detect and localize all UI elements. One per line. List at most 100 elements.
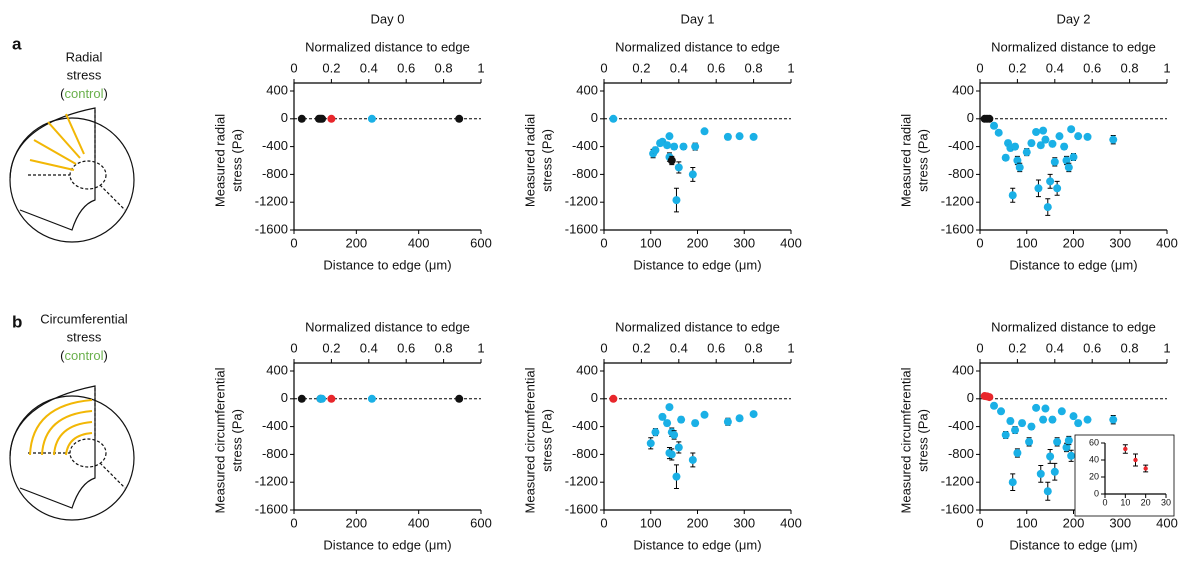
y-tick-label: 400 xyxy=(576,362,598,377)
x2-tick-label: 0.8 xyxy=(745,60,763,75)
point xyxy=(672,472,681,481)
x-tick-label: 200 xyxy=(345,235,367,250)
point xyxy=(1074,132,1083,141)
y-axis-label: stress (Pa) xyxy=(229,129,244,192)
y-tick-label: -1200 xyxy=(565,474,598,489)
x-tick-label: 200 xyxy=(1063,235,1085,250)
point xyxy=(985,393,994,402)
point xyxy=(679,142,688,151)
y-tick-label: 400 xyxy=(952,82,974,97)
x2-tick-label: 0.6 xyxy=(397,60,415,75)
point xyxy=(1001,430,1010,439)
x2-axis-label: Normalized distance to edge xyxy=(991,39,1156,54)
point xyxy=(1041,404,1050,413)
point xyxy=(674,443,683,452)
point xyxy=(667,156,676,165)
point xyxy=(670,430,679,439)
point xyxy=(1025,437,1034,446)
schematic-title: stress xyxy=(67,67,102,82)
y-tick-label: 0 xyxy=(967,110,974,125)
point xyxy=(367,394,376,403)
schematic-title: Radial xyxy=(66,49,103,64)
y-axis-label: Measured radial xyxy=(212,114,227,207)
point xyxy=(1032,403,1041,412)
point xyxy=(297,394,306,403)
x-tick-label: 400 xyxy=(408,515,430,530)
point xyxy=(691,419,700,428)
point xyxy=(663,419,672,428)
x-axis-label: Distance to edge (μm) xyxy=(1009,537,1137,552)
point xyxy=(1053,184,1062,193)
point xyxy=(665,403,674,412)
point xyxy=(1060,142,1069,151)
point xyxy=(1046,177,1055,186)
point xyxy=(1067,451,1076,460)
axes xyxy=(293,82,481,231)
point xyxy=(1032,128,1041,137)
axes xyxy=(603,362,791,511)
point xyxy=(1036,141,1045,150)
y-axis-label: Measured circumferential xyxy=(212,367,227,513)
y-axis-label: stress (Pa) xyxy=(539,409,554,472)
point xyxy=(1057,407,1066,416)
x-tick-label: 0 xyxy=(976,235,983,250)
y-tick-label: -1600 xyxy=(565,501,598,516)
point xyxy=(723,132,732,141)
y-axis-label: Measured radial xyxy=(522,114,537,207)
y-tick-label: -800 xyxy=(948,446,974,461)
y-tick-label: -400 xyxy=(262,418,288,433)
panel-label: a xyxy=(12,34,22,53)
x-tick-label: 0 xyxy=(290,515,297,530)
x2-axis-label: Normalized distance to edge xyxy=(615,319,780,334)
point xyxy=(997,407,1006,416)
point xyxy=(735,414,744,423)
point xyxy=(1109,135,1118,144)
x-tick-label: 0 xyxy=(976,515,983,530)
point xyxy=(1022,148,1031,157)
y-tick-label: 0 xyxy=(591,390,598,405)
point xyxy=(318,394,327,403)
point xyxy=(1041,135,1050,144)
y-axis-label: stress (Pa) xyxy=(229,409,244,472)
x2-tick-label: 0.4 xyxy=(1046,60,1064,75)
x2-tick-label: 0.2 xyxy=(632,60,650,75)
point xyxy=(1046,452,1055,461)
y-tick-label: -1600 xyxy=(941,501,974,516)
point xyxy=(367,114,376,123)
point xyxy=(1143,466,1148,471)
x-tick-label: 0 xyxy=(1102,497,1107,507)
point xyxy=(1043,487,1052,496)
y-tick-label: -1200 xyxy=(255,474,288,489)
x2-tick-label: 0.6 xyxy=(1083,340,1101,355)
x2-tick-label: 0.4 xyxy=(360,60,378,75)
x-axis-label: Distance to edge (μm) xyxy=(323,537,451,552)
point xyxy=(1043,203,1052,212)
point xyxy=(990,401,999,410)
point xyxy=(688,170,697,179)
y-tick-label: -800 xyxy=(262,446,288,461)
x2-tick-label: 0.8 xyxy=(435,340,453,355)
y-tick-label: -1200 xyxy=(941,194,974,209)
point xyxy=(1062,443,1071,452)
x-tick-label: 100 xyxy=(640,235,662,250)
point xyxy=(672,196,681,205)
y-axis-label: Measured radial xyxy=(898,114,913,207)
point xyxy=(609,394,618,403)
x2-tick-label: 0.2 xyxy=(322,340,340,355)
schematic-circumferential xyxy=(9,385,135,521)
x2-axis-label: Normalized distance to edge xyxy=(615,39,780,54)
point xyxy=(1067,125,1076,134)
x2-axis-label: Normalized distance to edge xyxy=(991,319,1156,334)
x2-tick-label: 0.6 xyxy=(1083,60,1101,75)
schematic-title: stress xyxy=(67,329,102,344)
x2-tick-label: 0.8 xyxy=(435,60,453,75)
point xyxy=(318,114,327,123)
y-tick-label: 400 xyxy=(266,362,288,377)
x-tick-label: 300 xyxy=(733,515,755,530)
point xyxy=(1034,184,1043,193)
point xyxy=(1062,156,1071,165)
y-tick-label: 20 xyxy=(1089,471,1099,481)
x2-axis-label: Normalized distance to edge xyxy=(305,319,470,334)
x2-tick-label: 0.2 xyxy=(632,340,650,355)
